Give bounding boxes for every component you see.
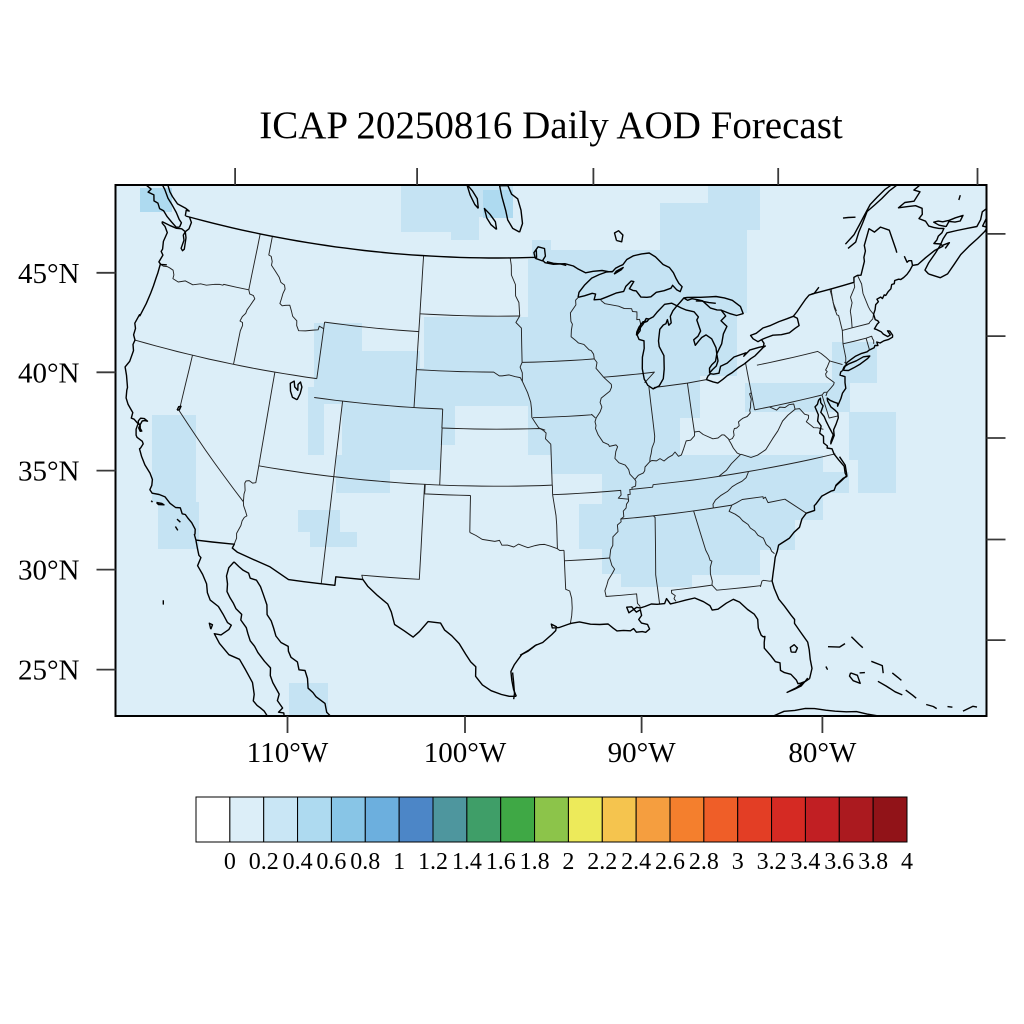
svg-text:2.8: 2.8 — [689, 849, 719, 875]
svg-text:0.2: 0.2 — [249, 849, 279, 875]
svg-text:1: 1 — [393, 849, 405, 875]
svg-text:110°W: 110°W — [247, 737, 329, 769]
svg-text:25°N: 25°N — [18, 655, 80, 687]
svg-text:3: 3 — [732, 849, 744, 875]
svg-text:0.8: 0.8 — [350, 849, 380, 875]
svg-text:1.8: 1.8 — [520, 849, 550, 875]
svg-text:2.4: 2.4 — [621, 849, 651, 875]
svg-text:100°W: 100°W — [424, 737, 507, 769]
svg-text:80°W: 80°W — [788, 737, 857, 769]
svg-text:2: 2 — [562, 849, 574, 875]
svg-text:30°N: 30°N — [18, 555, 80, 587]
svg-text:3.8: 3.8 — [858, 849, 888, 875]
svg-text:0.4: 0.4 — [283, 849, 313, 875]
svg-text:45°N: 45°N — [18, 258, 80, 290]
svg-text:40°N: 40°N — [18, 357, 80, 389]
svg-text:90°W: 90°W — [608, 737, 677, 769]
svg-text:35°N: 35°N — [18, 456, 80, 488]
svg-text:4: 4 — [901, 849, 913, 875]
svg-text:0: 0 — [224, 849, 236, 875]
svg-text:1.2: 1.2 — [418, 849, 448, 875]
svg-text:2.2: 2.2 — [587, 849, 617, 875]
svg-text:2.6: 2.6 — [655, 849, 685, 875]
svg-text:1.6: 1.6 — [486, 849, 516, 875]
svg-text:ICAP 20250816 Daily AOD Foreca: ICAP 20250816 Daily AOD Forecast — [259, 104, 843, 147]
svg-text:1.4: 1.4 — [452, 849, 482, 875]
svg-text:3.6: 3.6 — [824, 849, 854, 875]
svg-text:0.6: 0.6 — [316, 849, 346, 875]
svg-text:3.2: 3.2 — [757, 849, 787, 875]
svg-text:3.4: 3.4 — [790, 849, 820, 875]
